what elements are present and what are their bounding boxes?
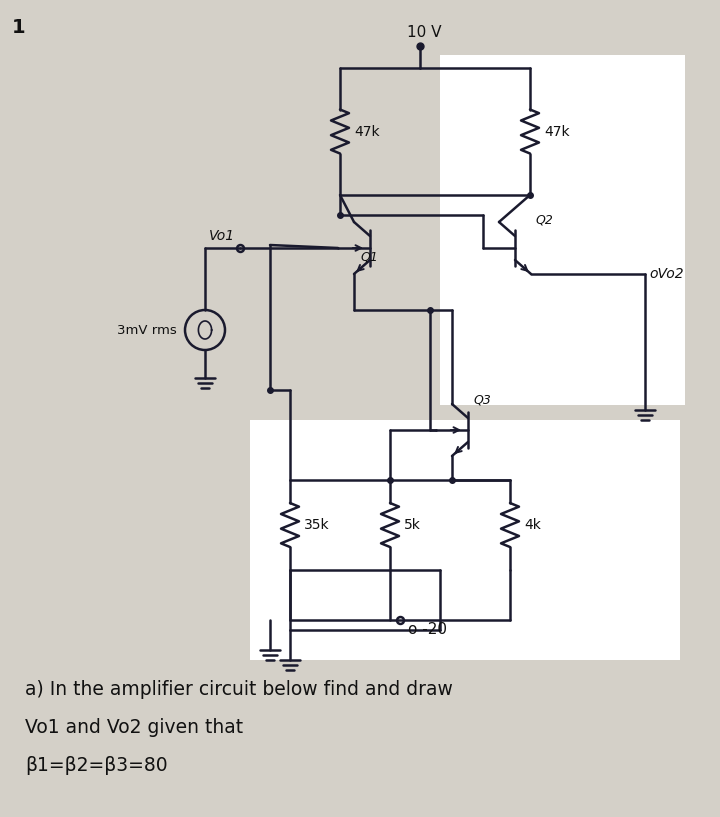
Text: 3mV rms: 3mV rms — [117, 324, 177, 337]
Text: Q2: Q2 — [535, 213, 553, 226]
Text: 4k: 4k — [524, 518, 541, 532]
Text: 47k: 47k — [354, 124, 379, 139]
Text: Q3: Q3 — [473, 394, 491, 407]
Text: 10 V: 10 V — [407, 25, 441, 40]
Text: 35k: 35k — [304, 518, 330, 532]
Text: 1: 1 — [12, 18, 26, 37]
Text: oVo2: oVo2 — [649, 267, 683, 281]
Text: β1=β2=β3=80: β1=β2=β3=80 — [25, 756, 168, 775]
Text: Q1: Q1 — [360, 250, 378, 263]
Text: a) In the amplifier circuit below find and draw: a) In the amplifier circuit below find a… — [25, 680, 453, 699]
Bar — [250, 420, 680, 660]
Text: Vo1: Vo1 — [209, 229, 235, 243]
Text: Vo1 and Vo2 given that: Vo1 and Vo2 given that — [25, 718, 243, 737]
Bar — [440, 55, 685, 405]
Text: 5k: 5k — [404, 518, 421, 532]
Text: 47k: 47k — [544, 124, 570, 139]
Text: o -20: o -20 — [408, 622, 447, 637]
